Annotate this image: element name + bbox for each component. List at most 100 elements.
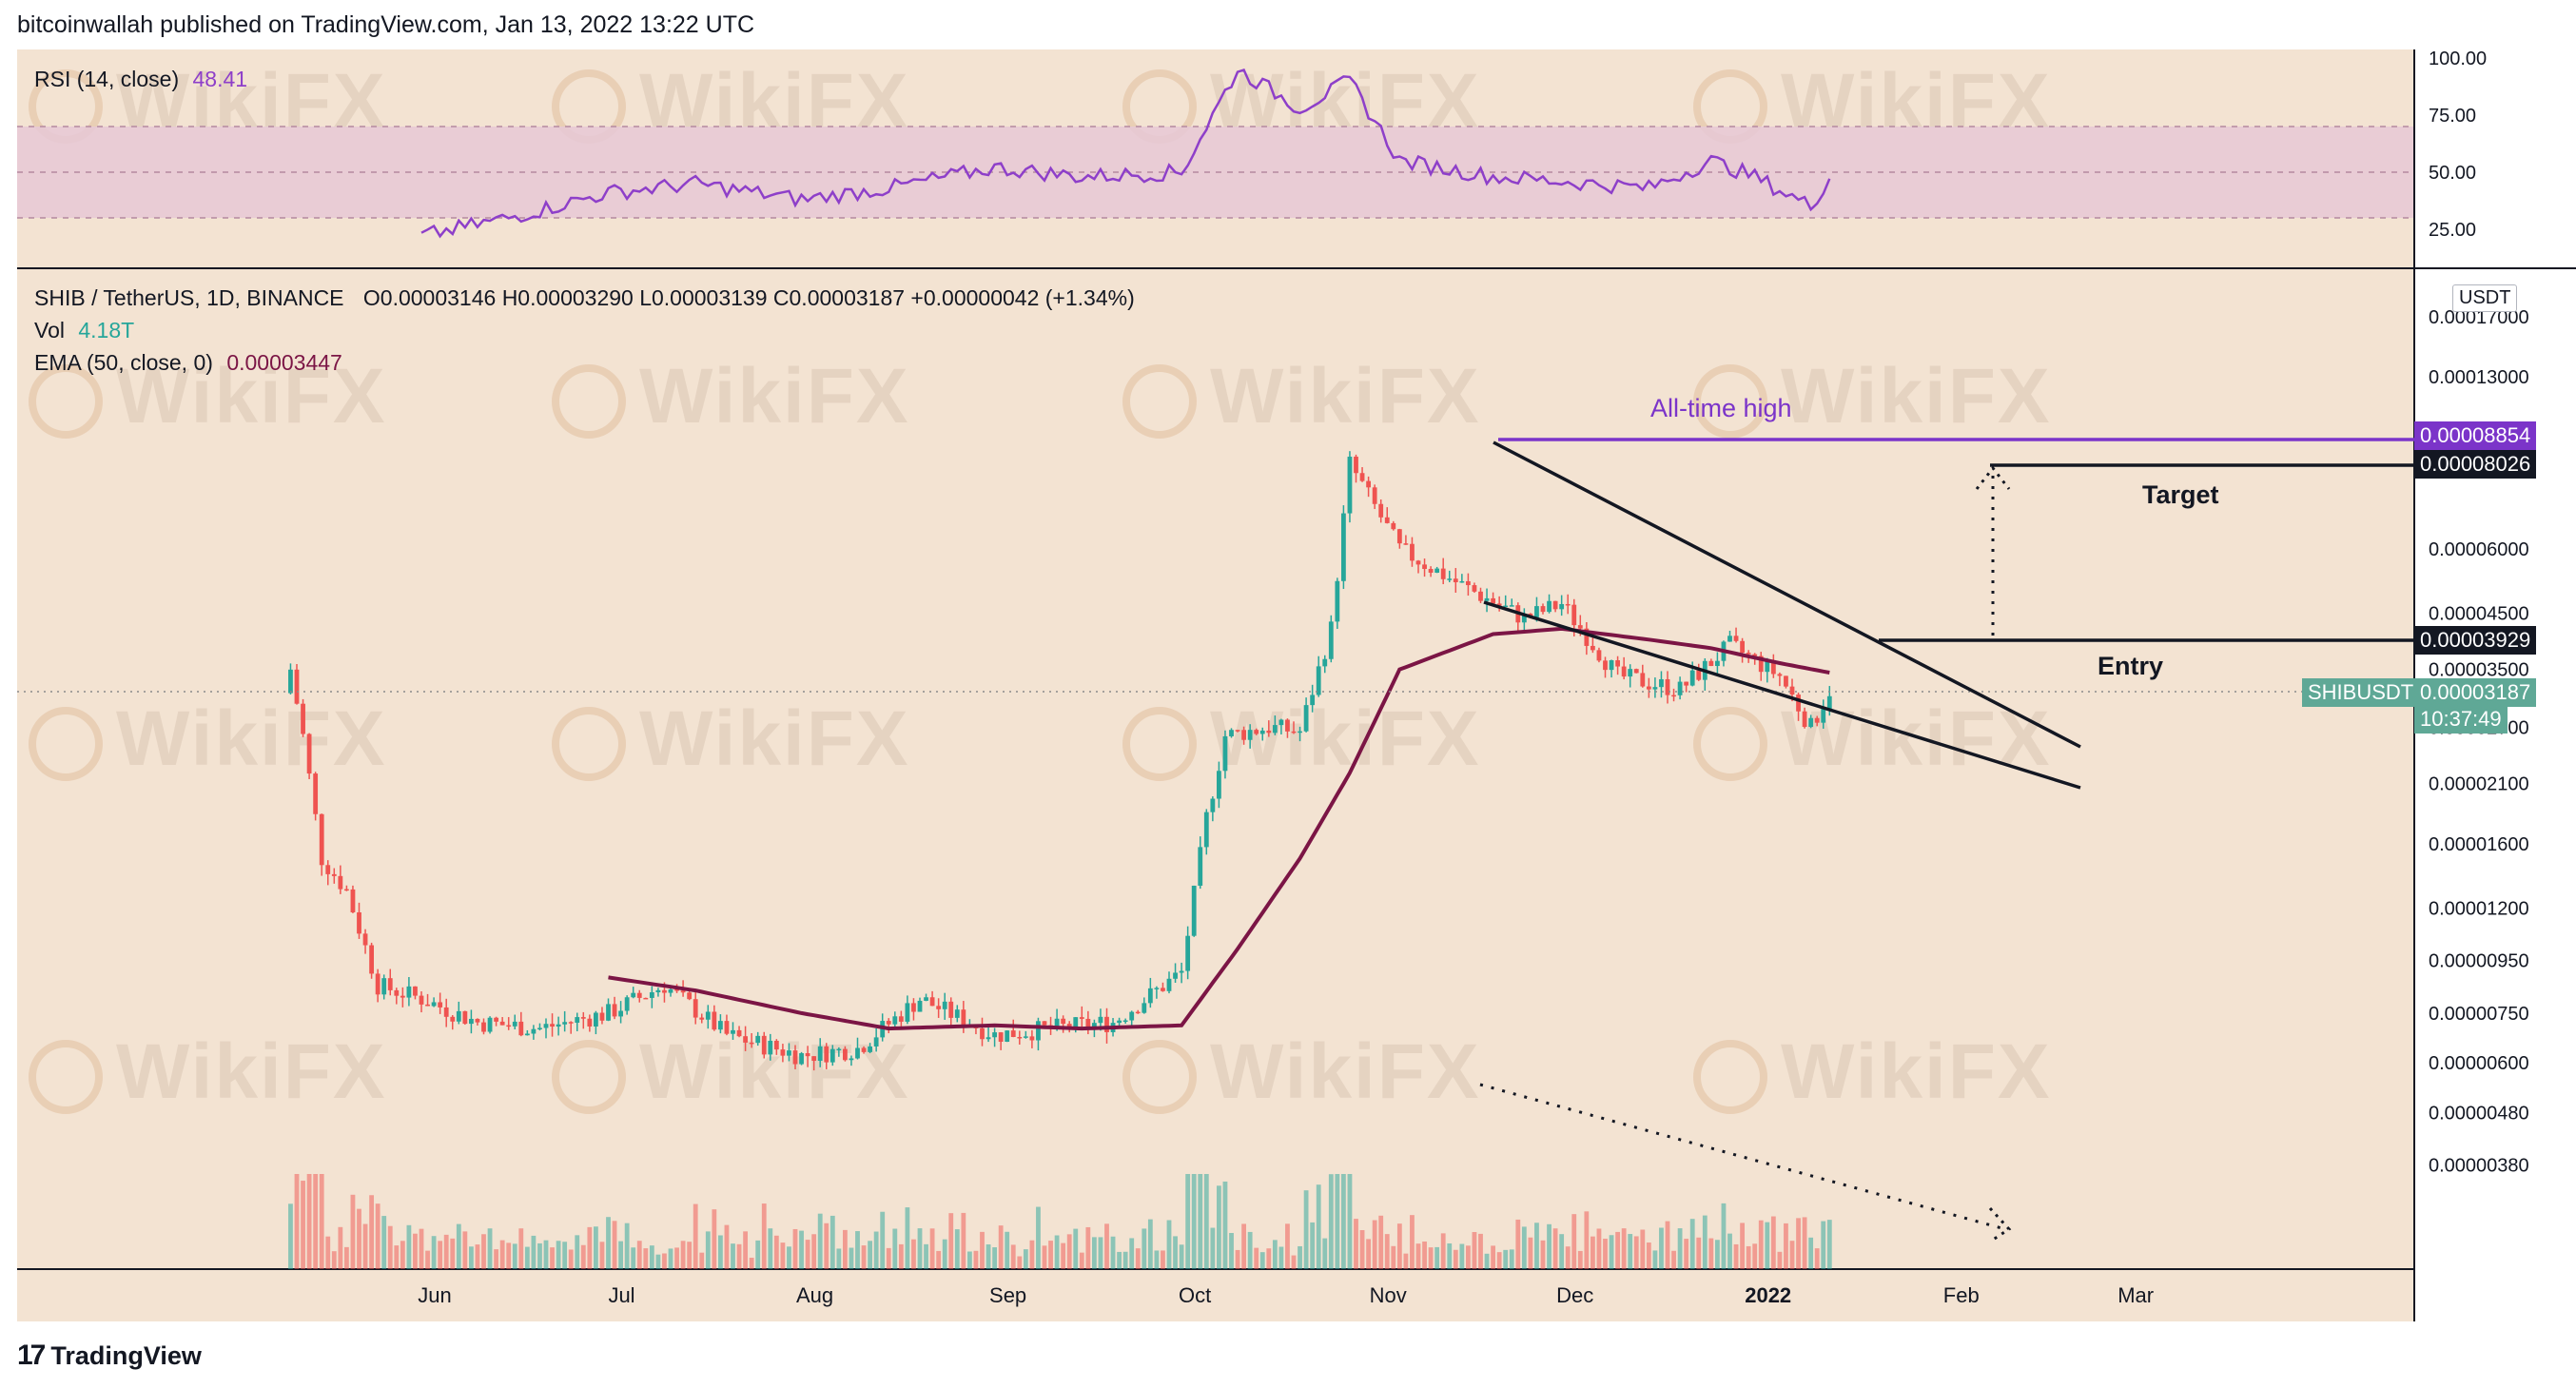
volume-bar: [1154, 1250, 1160, 1269]
price-tick-label: 0.00001200: [2429, 899, 2529, 920]
volume-bar: [805, 1240, 810, 1269]
chart-background[interactable]: [17, 49, 2414, 1321]
currency-tag[interactable]: USDT: [2452, 284, 2518, 312]
volume-bar: [1796, 1218, 1801, 1269]
candle-body: [294, 669, 300, 704]
volume-bar: [288, 1203, 293, 1269]
volume-bar: [1466, 1245, 1471, 1269]
candle-body: [631, 992, 636, 998]
candle-body: [1036, 1021, 1041, 1041]
price-legend[interactable]: SHIB / TetherUS, 1D, BINANCE O0.00003146…: [34, 285, 1135, 311]
volume-bar: [1789, 1241, 1795, 1269]
candle-body: [699, 1017, 705, 1020]
volume-bar: [905, 1207, 910, 1269]
volume-legend[interactable]: Vol 4.18T: [34, 318, 134, 343]
candle-body: [1665, 678, 1670, 695]
volume-bar: [886, 1247, 891, 1269]
candle-body: [1005, 1030, 1010, 1042]
volume-bar: [1826, 1220, 1832, 1269]
candle-body: [836, 1048, 842, 1051]
rsi-legend-value: 48.41: [192, 67, 248, 91]
ema-legend[interactable]: EMA (50, close, 0) 0.00003447: [34, 350, 342, 376]
candle-body: [1061, 1018, 1066, 1025]
candle-body: [1378, 503, 1384, 518]
candle-body: [1316, 666, 1321, 695]
price-tick-label: 0.00017000: [2429, 307, 2529, 328]
volume-bar: [1765, 1222, 1770, 1269]
volume-bar: [524, 1246, 530, 1269]
volume-bar: [1161, 1250, 1165, 1269]
volume-bar: [1328, 1174, 1334, 1269]
price-tick-label: 0.00004500: [2429, 604, 2529, 625]
volume-bar: [1559, 1234, 1565, 1269]
volume-bar: [1354, 1219, 1358, 1269]
candle-body: [1122, 1020, 1128, 1023]
candle-body: [618, 1010, 623, 1017]
volume-bar: [1142, 1228, 1147, 1269]
volume-bar: [1266, 1248, 1272, 1269]
volume-bar: [575, 1235, 580, 1269]
volume-bar: [1758, 1220, 1764, 1269]
volume-bar: [487, 1228, 493, 1269]
volume-bar: [998, 1225, 1004, 1269]
rsi-legend[interactable]: RSI (14, close) 48.41: [34, 67, 247, 92]
volume-bar: [1117, 1251, 1122, 1269]
candle-body: [843, 1048, 848, 1061]
candle-body: [1440, 568, 1446, 579]
candle-body: [1328, 621, 1334, 659]
time-axis-ticks: Jun Jul Aug Sep Oct Nov Dec 2022 Feb Mar: [418, 1283, 2154, 1307]
volume-bar: [873, 1231, 879, 1269]
candle-body: [612, 1004, 617, 1017]
volume-bar: [1341, 1174, 1346, 1269]
volume-bar: [680, 1241, 686, 1269]
candle-body: [674, 989, 679, 991]
volume-bar: [580, 1244, 586, 1269]
volume-bar: [868, 1241, 872, 1269]
volume-bar: [606, 1217, 611, 1269]
candle-body: [306, 734, 312, 774]
rsi-legend-label: RSI (14, close): [34, 67, 180, 91]
volume-bar: [1515, 1219, 1521, 1269]
candle-body: [917, 1000, 923, 1012]
price-tick-label: 0.00000380: [2429, 1155, 2529, 1176]
volume-bar: [1696, 1237, 1702, 1269]
volume-bar: [543, 1240, 549, 1269]
publish-header: bitcoinwallah published on TradingView.c…: [17, 11, 755, 38]
volume-bar: [1191, 1174, 1197, 1269]
volume-bar: [824, 1223, 829, 1269]
candle-body: [1577, 625, 1583, 629]
volume-bar: [331, 1251, 337, 1269]
candle-body: [1609, 659, 1614, 671]
candle-body: [1633, 669, 1639, 674]
volume-bar: [1459, 1243, 1465, 1269]
volume-bar: [861, 1245, 867, 1269]
candle-body: [562, 1022, 568, 1025]
candle-body: [1652, 687, 1658, 690]
volume-bar: [1447, 1242, 1453, 1269]
tradingview-footer[interactable]: 17 TradingView: [17, 1340, 202, 1372]
volume-bar: [1198, 1174, 1203, 1269]
volume-bar: [749, 1258, 754, 1269]
footer-brand: TradingView: [50, 1340, 202, 1370]
volume-bar: [929, 1228, 935, 1269]
candle-body: [1459, 580, 1465, 583]
volume-bar: [375, 1203, 381, 1269]
volume-bar: [1752, 1243, 1758, 1269]
volume-bar: [568, 1249, 574, 1269]
volume-bar: [381, 1216, 387, 1269]
time-tick-label: 2022: [1745, 1283, 1791, 1307]
candle-body: [1217, 771, 1221, 799]
candle-body: [599, 1012, 605, 1021]
volume-bar: [1777, 1251, 1783, 1269]
volume-bar: [1129, 1238, 1135, 1269]
volume-bar: [1715, 1240, 1720, 1269]
volume-bar: [1415, 1243, 1421, 1269]
volume-bar: [512, 1243, 517, 1269]
candle-body: [855, 1047, 860, 1059]
price-tick-label: 0.00003500: [2429, 660, 2529, 681]
candle-body: [1222, 735, 1228, 772]
candle-body: [929, 997, 935, 1007]
candle-body: [357, 911, 361, 934]
candle-body: [873, 1037, 879, 1047]
